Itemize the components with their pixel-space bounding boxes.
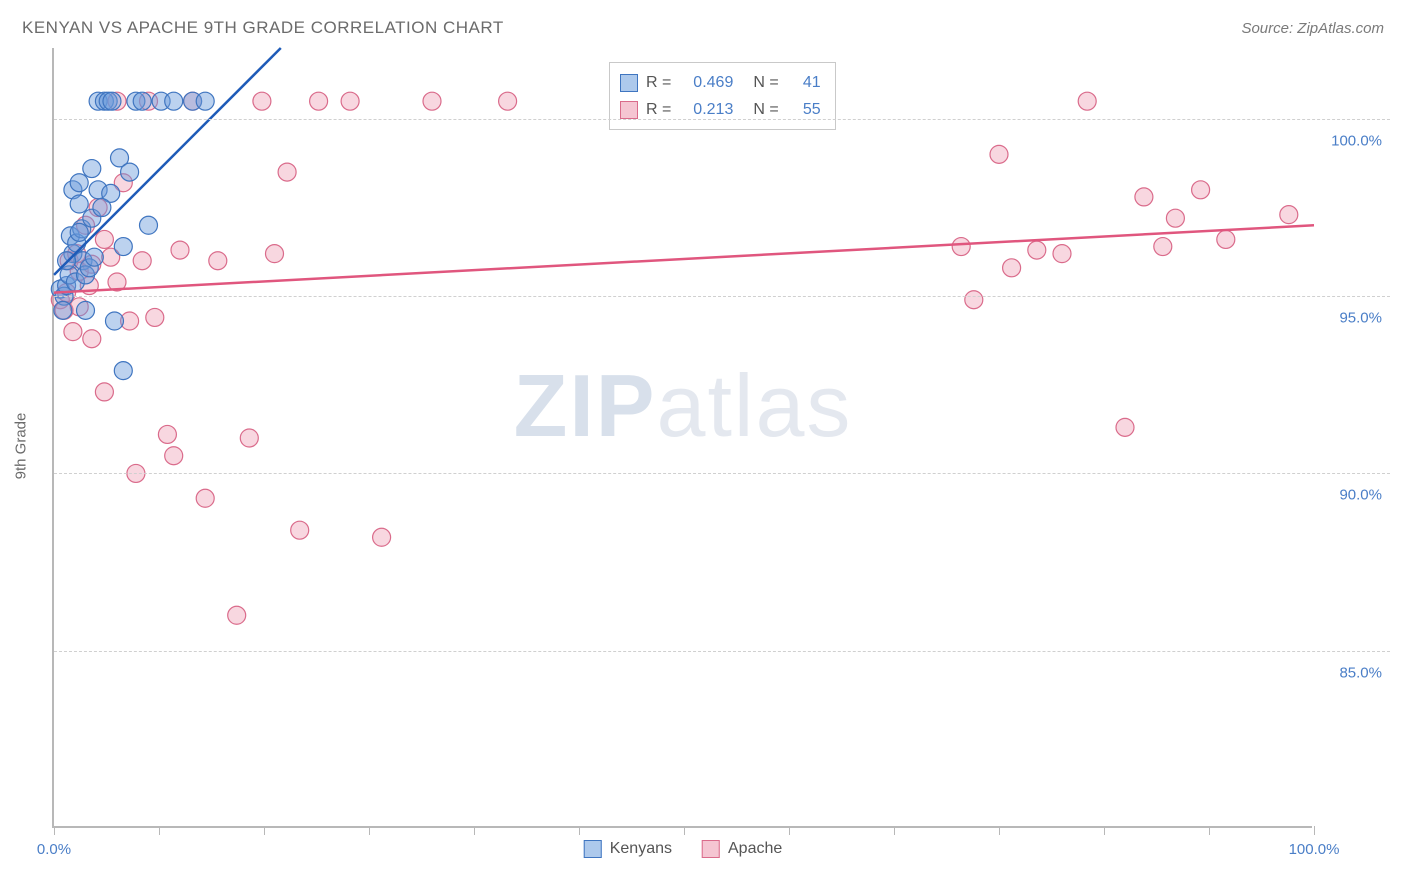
point-apache [499, 92, 517, 110]
point-apache [1280, 206, 1298, 224]
point-apache [1078, 92, 1096, 110]
point-kenyan [140, 216, 158, 234]
point-apache [965, 291, 983, 309]
point-apache [146, 308, 164, 326]
x-tick [474, 826, 475, 835]
point-apache [341, 92, 359, 110]
point-apache [990, 145, 1008, 163]
legend-label: Apache [728, 840, 782, 858]
point-apache [266, 245, 284, 263]
point-kenyan [105, 312, 123, 330]
point-kenyan [85, 248, 103, 266]
legend-swatch [702, 840, 720, 858]
stats-r-value: 0.469 [679, 69, 733, 96]
point-apache [291, 521, 309, 539]
plot-container: ZIPatlas R =0.469N =41R =0.213N =55 85.0… [52, 48, 1388, 828]
point-kenyan [70, 223, 88, 241]
y-axis-title: 9th Grade [13, 413, 30, 480]
x-tick [264, 826, 265, 835]
x-tick [1209, 826, 1210, 835]
gridline [54, 119, 1390, 120]
point-apache [209, 252, 227, 270]
x-tick-label: 0.0% [37, 841, 71, 858]
legend: Kenyans Apache [584, 840, 783, 858]
source-attribution: Source: ZipAtlas.com [1241, 20, 1384, 37]
point-apache [1217, 230, 1235, 248]
gridline [54, 296, 1390, 297]
y-tick-label: 90.0% [1339, 487, 1382, 504]
point-apache [1003, 259, 1021, 277]
y-tick-label: 100.0% [1331, 132, 1382, 149]
stats-r-label: R = [646, 69, 671, 96]
x-tick [579, 826, 580, 835]
point-apache [158, 425, 176, 443]
chart-svg [54, 48, 1314, 828]
x-tick-label: 100.0% [1289, 841, 1340, 858]
legend-item: Apache [702, 840, 782, 858]
gridline [54, 473, 1390, 474]
chart-title: KENYAN VS APACHE 9TH GRADE CORRELATION C… [22, 18, 504, 38]
point-apache [196, 489, 214, 507]
point-kenyan [121, 163, 139, 181]
point-kenyan [114, 238, 132, 256]
point-apache [240, 429, 258, 447]
point-apache [1166, 209, 1184, 227]
point-apache [1192, 181, 1210, 199]
trendline-apache [54, 225, 1314, 292]
x-tick [159, 826, 160, 835]
point-apache [1116, 418, 1134, 436]
point-apache [1028, 241, 1046, 259]
point-apache [171, 241, 189, 259]
legend-item: Kenyans [584, 840, 672, 858]
y-tick-label: 85.0% [1339, 664, 1382, 681]
point-apache [952, 238, 970, 256]
stats-box: R =0.469N =41R =0.213N =55 [609, 62, 836, 130]
legend-label: Kenyans [610, 840, 672, 858]
x-tick [789, 826, 790, 835]
stats-swatch [620, 101, 638, 119]
point-kenyan [114, 362, 132, 380]
point-apache [1154, 238, 1172, 256]
stats-swatch [620, 74, 638, 92]
point-kenyan [133, 92, 151, 110]
point-apache [1135, 188, 1153, 206]
point-apache [1053, 245, 1071, 263]
point-kenyan [103, 92, 121, 110]
x-tick [1314, 826, 1315, 835]
point-apache [165, 447, 183, 465]
plot-area: ZIPatlas R =0.469N =41R =0.213N =55 85.0… [52, 48, 1312, 828]
point-kenyan [165, 92, 183, 110]
stats-row: R = 0.469 N = 41 [620, 69, 821, 96]
x-tick [894, 826, 895, 835]
point-apache [64, 323, 82, 341]
point-kenyan [54, 301, 72, 319]
point-kenyan [70, 174, 88, 192]
legend-swatch [584, 840, 602, 858]
point-apache [423, 92, 441, 110]
point-apache [310, 92, 328, 110]
gridline [54, 651, 1390, 652]
point-apache [373, 528, 391, 546]
point-apache [228, 606, 246, 624]
x-tick [684, 826, 685, 835]
point-kenyan [70, 195, 88, 213]
x-tick [999, 826, 1000, 835]
stats-n-label: N = [753, 69, 778, 96]
stats-n-value: 41 [787, 69, 821, 96]
point-apache [133, 252, 151, 270]
point-apache [83, 330, 101, 348]
point-kenyan [196, 92, 214, 110]
point-kenyan [83, 160, 101, 178]
point-apache [95, 230, 113, 248]
x-tick [1104, 826, 1105, 835]
point-apache [95, 383, 113, 401]
x-tick [54, 826, 55, 835]
point-kenyan [93, 199, 111, 217]
x-tick [369, 826, 370, 835]
point-apache [253, 92, 271, 110]
point-apache [278, 163, 296, 181]
y-tick-label: 95.0% [1339, 310, 1382, 327]
point-kenyan [77, 301, 95, 319]
